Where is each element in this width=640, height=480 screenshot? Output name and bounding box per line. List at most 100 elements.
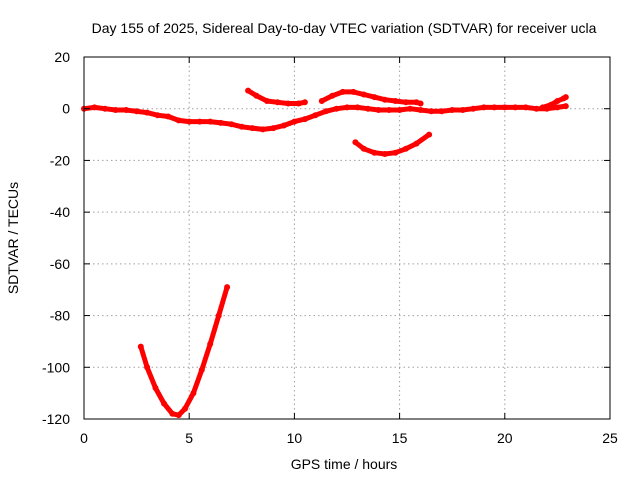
data-point bbox=[459, 107, 466, 113]
data-point bbox=[554, 104, 561, 111]
data-point bbox=[562, 94, 569, 101]
data-point bbox=[533, 105, 540, 112]
data-point bbox=[449, 107, 456, 113]
axis-layer bbox=[83, 56, 611, 420]
data-point bbox=[301, 99, 308, 106]
data-point bbox=[392, 98, 399, 104]
data-point bbox=[371, 94, 378, 101]
data-point bbox=[371, 149, 378, 156]
data-point bbox=[285, 100, 292, 107]
y-tick-label: -40 bbox=[50, 204, 70, 220]
data-point bbox=[228, 121, 235, 128]
y-tick-label: -120 bbox=[42, 411, 70, 427]
plot-frame bbox=[83, 56, 611, 420]
data-point bbox=[291, 118, 298, 125]
data-point bbox=[217, 119, 224, 126]
y-tick-label: -80 bbox=[50, 308, 70, 324]
data-point bbox=[196, 118, 203, 125]
data-point bbox=[152, 385, 159, 391]
data-point bbox=[190, 390, 197, 397]
data-point bbox=[253, 92, 260, 99]
data-point bbox=[133, 108, 140, 115]
data-point bbox=[352, 139, 359, 146]
data-point bbox=[417, 107, 424, 113]
data-point bbox=[169, 410, 176, 417]
data-point bbox=[238, 123, 245, 130]
tick-layer: 0 5 10 15 20 25 20 0 -20 -40 -60 -80 -100 -120 bbox=[42, 49, 618, 446]
data-point bbox=[365, 105, 371, 112]
y-tick-label: -100 bbox=[42, 359, 70, 375]
data-point bbox=[354, 104, 361, 111]
data-point bbox=[554, 98, 561, 104]
data-point bbox=[562, 103, 569, 110]
data-point bbox=[102, 105, 108, 112]
data-point bbox=[280, 122, 287, 129]
y-tick-label: -60 bbox=[50, 256, 70, 272]
data-point bbox=[402, 145, 409, 152]
data-point bbox=[428, 108, 435, 115]
data-point bbox=[312, 112, 319, 119]
x-tick-label: 10 bbox=[287, 430, 303, 446]
data-point bbox=[491, 104, 498, 111]
data-point bbox=[360, 145, 367, 152]
data-point bbox=[318, 98, 325, 104]
y-tick-label: 0 bbox=[62, 101, 70, 117]
data-point bbox=[339, 88, 346, 95]
data-point bbox=[264, 98, 270, 104]
data-point bbox=[112, 107, 119, 113]
data-point bbox=[274, 99, 281, 106]
y-axis-label: SDTVAR / TECUs bbox=[5, 182, 21, 294]
data-point bbox=[375, 107, 382, 113]
data-point bbox=[161, 400, 167, 407]
data-point bbox=[480, 104, 487, 111]
data-point bbox=[198, 366, 205, 373]
data-point bbox=[245, 87, 252, 94]
data-point bbox=[402, 99, 409, 106]
data-point bbox=[175, 117, 182, 124]
data-point bbox=[165, 113, 172, 120]
data-point bbox=[333, 105, 340, 112]
data-point bbox=[224, 284, 231, 291]
x-tick-label: 25 bbox=[602, 430, 618, 446]
data-point bbox=[91, 104, 98, 111]
chart-title: Day 155 of 2025, Sidereal Day-to-day VTE… bbox=[92, 20, 597, 36]
data-point bbox=[386, 107, 393, 113]
data-point bbox=[417, 100, 424, 107]
x-tick-label: 5 bbox=[185, 430, 193, 446]
data-point bbox=[344, 104, 350, 111]
data-point bbox=[270, 125, 277, 132]
data-point bbox=[539, 104, 546, 111]
data-point bbox=[396, 107, 403, 113]
x-tick-label: 20 bbox=[497, 430, 513, 446]
data-point bbox=[137, 343, 144, 350]
data-point bbox=[259, 126, 266, 133]
data-point bbox=[350, 88, 357, 95]
data-point bbox=[522, 104, 529, 111]
data-point bbox=[360, 91, 367, 98]
data-point bbox=[323, 108, 329, 115]
y-tick-label: 20 bbox=[54, 49, 70, 65]
data-point bbox=[501, 104, 508, 111]
data-point bbox=[381, 151, 388, 157]
data-point bbox=[413, 140, 420, 147]
data-point bbox=[301, 116, 308, 123]
data-point bbox=[182, 405, 188, 412]
data-point bbox=[175, 412, 182, 419]
x-tick-label: 15 bbox=[392, 430, 408, 446]
data-point bbox=[249, 125, 256, 132]
data-point bbox=[470, 105, 477, 112]
series-trace-1 bbox=[138, 284, 230, 418]
x-axis-label: GPS time / hours bbox=[291, 456, 398, 472]
x-tick-label: 0 bbox=[80, 430, 88, 446]
data-point bbox=[438, 108, 445, 115]
data-point bbox=[186, 118, 193, 125]
grid-layer bbox=[84, 57, 610, 419]
data-point bbox=[123, 107, 130, 113]
data-point bbox=[426, 131, 433, 138]
data-point bbox=[207, 341, 214, 347]
data-point bbox=[381, 96, 388, 103]
data-point bbox=[215, 312, 222, 319]
data-point bbox=[207, 118, 214, 125]
